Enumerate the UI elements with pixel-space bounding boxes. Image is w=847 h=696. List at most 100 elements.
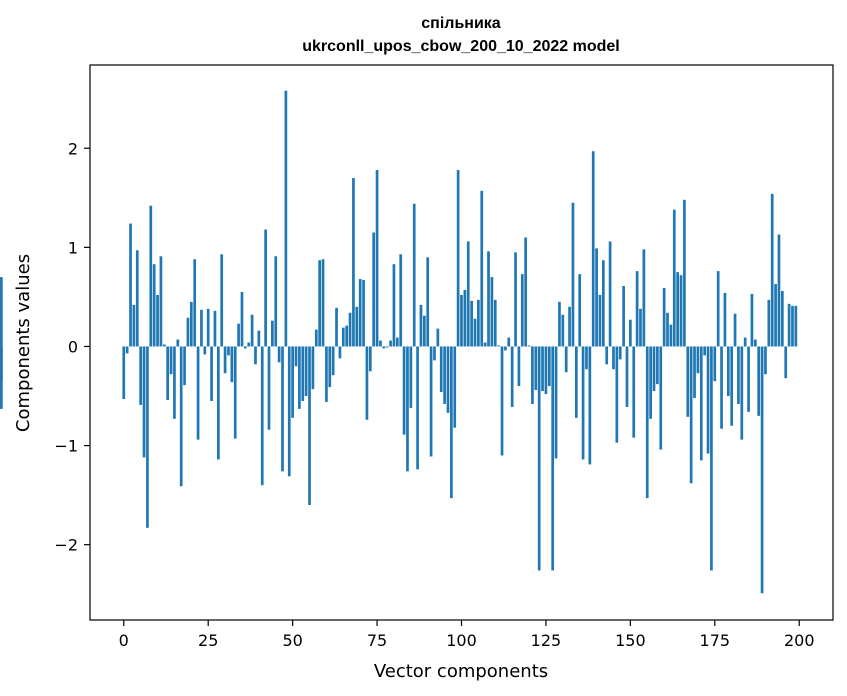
bar	[183, 346, 186, 386]
bar	[216, 346, 220, 460]
bar	[186, 317, 190, 347]
bar	[335, 307, 338, 347]
bar	[558, 301, 561, 347]
bar	[527, 345, 531, 347]
bar	[787, 303, 791, 347]
bar	[395, 337, 399, 347]
bar	[564, 346, 568, 373]
bar	[358, 279, 362, 347]
bar	[659, 346, 663, 450]
x-tick-label: 150	[615, 631, 646, 650]
bar	[189, 301, 193, 347]
bar	[311, 346, 315, 390]
bar	[220, 254, 224, 347]
bar	[0, 346, 3, 409]
bar	[466, 241, 470, 347]
bar	[345, 325, 349, 347]
bar	[774, 284, 777, 347]
bar	[328, 346, 332, 388]
x-tick-label: 50	[282, 631, 302, 650]
bar	[490, 277, 494, 347]
bar	[389, 340, 392, 347]
bar	[618, 346, 622, 360]
chart-title-line1: спільника	[421, 15, 501, 32]
bar	[240, 291, 244, 347]
y-tick-label: −1	[54, 437, 78, 456]
bar	[632, 346, 636, 438]
bar	[764, 346, 767, 375]
bar	[672, 209, 676, 347]
bar	[304, 346, 308, 397]
bar	[247, 342, 251, 347]
bar	[213, 310, 217, 347]
bar	[767, 299, 771, 347]
bar	[601, 260, 605, 347]
bar	[551, 346, 555, 571]
y-axis-label: Components values	[13, 254, 34, 432]
bar	[139, 346, 143, 405]
bar	[162, 344, 166, 347]
y-tick-label: 0	[68, 337, 78, 356]
x-axis-label: Vector components	[374, 661, 548, 682]
bar	[578, 274, 582, 347]
bar	[355, 306, 359, 347]
bar	[713, 346, 717, 382]
bar	[257, 330, 261, 347]
chart-title-line2: ukrconll_upos_cbow_200_10_2022 model	[302, 38, 619, 55]
bar	[760, 346, 764, 594]
bar	[382, 346, 386, 349]
bar	[392, 264, 396, 347]
bar	[416, 346, 419, 470]
bar	[298, 346, 301, 409]
bar	[385, 346, 389, 348]
bar	[598, 294, 602, 347]
bar	[730, 346, 734, 426]
bar	[622, 286, 625, 347]
x-tick-label: 200	[784, 631, 815, 650]
bar	[223, 346, 227, 374]
bar	[710, 346, 713, 571]
x-tick-label: 75	[367, 631, 387, 650]
bar	[608, 241, 612, 347]
bar	[747, 346, 750, 412]
bar	[743, 337, 747, 347]
bar	[352, 177, 355, 347]
bar	[588, 346, 592, 465]
bar	[669, 324, 673, 347]
bar	[635, 271, 639, 347]
bar	[737, 346, 740, 404]
bar	[753, 339, 757, 347]
bar	[777, 234, 781, 347]
bar	[784, 346, 788, 379]
bar	[122, 346, 126, 399]
bar	[274, 256, 278, 347]
bar	[686, 346, 690, 417]
bar	[568, 306, 571, 347]
bar	[173, 346, 176, 419]
bar	[473, 318, 477, 347]
bar	[203, 346, 207, 355]
bar	[450, 346, 453, 499]
bar	[135, 250, 139, 347]
bar	[770, 193, 774, 347]
bar	[308, 346, 311, 506]
bar	[662, 287, 666, 347]
bar	[703, 346, 707, 356]
bar	[477, 299, 480, 347]
bar	[443, 346, 446, 404]
bar	[699, 346, 703, 461]
bar	[250, 314, 254, 347]
bar	[179, 346, 183, 487]
x-tick-label: 0	[119, 631, 129, 650]
bar	[689, 346, 693, 484]
bar	[463, 289, 467, 347]
x-tick-label: 100	[446, 631, 477, 650]
bar	[193, 259, 197, 347]
bar	[284, 90, 288, 347]
bar	[483, 342, 487, 347]
bar	[666, 312, 669, 347]
bar	[0, 277, 3, 347]
bar	[480, 190, 484, 347]
bar	[264, 229, 267, 347]
bar	[487, 251, 490, 347]
